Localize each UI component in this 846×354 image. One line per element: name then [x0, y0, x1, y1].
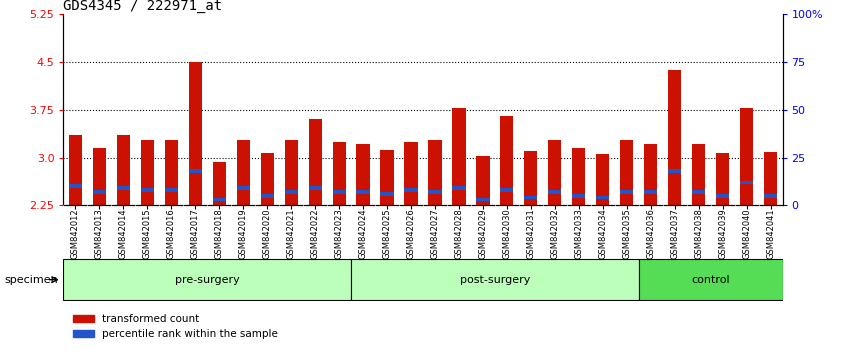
Bar — [692, 143, 706, 205]
Bar — [500, 116, 514, 205]
Text: pre-surgery: pre-surgery — [175, 275, 239, 285]
Bar — [69, 184, 82, 188]
Bar — [237, 140, 250, 205]
Text: GSM842017: GSM842017 — [191, 208, 200, 259]
Bar — [500, 188, 514, 192]
Text: GSM842019: GSM842019 — [239, 208, 248, 259]
Text: GSM842012: GSM842012 — [71, 208, 80, 259]
Text: post-surgery: post-surgery — [459, 275, 530, 285]
Bar — [404, 142, 418, 205]
Text: GSM842029: GSM842029 — [479, 208, 487, 259]
Bar — [740, 108, 753, 205]
Text: GSM842022: GSM842022 — [310, 208, 320, 259]
Text: GSM842040: GSM842040 — [742, 208, 751, 259]
Bar — [453, 108, 465, 205]
Text: GSM842035: GSM842035 — [623, 208, 631, 259]
Bar — [189, 62, 202, 205]
Text: GSM842036: GSM842036 — [646, 208, 655, 259]
Bar — [548, 140, 562, 205]
Bar — [404, 188, 418, 192]
FancyBboxPatch shape — [639, 259, 783, 300]
Text: GSM842016: GSM842016 — [167, 208, 176, 259]
Bar — [165, 140, 178, 205]
Text: GDS4345 / 222971_at: GDS4345 / 222971_at — [63, 0, 222, 13]
Text: control: control — [691, 275, 730, 285]
Text: GSM842026: GSM842026 — [407, 208, 415, 259]
Bar — [644, 143, 657, 205]
Bar — [764, 153, 777, 205]
Bar — [453, 186, 465, 190]
Text: GSM842020: GSM842020 — [263, 208, 272, 259]
Bar — [668, 169, 681, 173]
Bar — [572, 194, 585, 198]
Text: GSM842018: GSM842018 — [215, 208, 223, 259]
Bar — [548, 190, 562, 194]
Bar — [140, 140, 154, 205]
Text: GSM842024: GSM842024 — [359, 208, 367, 259]
Text: specimen: specimen — [4, 275, 58, 285]
Bar — [332, 190, 346, 194]
Bar — [309, 119, 321, 205]
Text: GSM842023: GSM842023 — [335, 208, 343, 259]
Text: GSM842021: GSM842021 — [287, 208, 295, 259]
Bar — [117, 186, 130, 190]
Text: GSM842015: GSM842015 — [143, 208, 151, 259]
Text: GSM842025: GSM842025 — [382, 208, 392, 259]
Bar — [668, 70, 681, 205]
Bar — [381, 192, 393, 196]
Bar — [212, 162, 226, 205]
Bar — [428, 190, 442, 194]
Bar — [620, 140, 634, 205]
Legend: transformed count, percentile rank within the sample: transformed count, percentile rank withi… — [69, 310, 282, 343]
Bar — [716, 153, 729, 205]
Bar — [596, 196, 609, 199]
Bar — [237, 186, 250, 190]
Text: GSM842028: GSM842028 — [454, 208, 464, 259]
Bar — [189, 169, 202, 173]
Bar — [165, 188, 178, 192]
Text: GSM842034: GSM842034 — [598, 208, 607, 259]
Bar — [740, 181, 753, 184]
Text: GSM842027: GSM842027 — [431, 208, 439, 259]
Text: GSM842014: GSM842014 — [119, 208, 128, 259]
Bar — [596, 154, 609, 205]
Bar — [93, 190, 106, 194]
Bar — [261, 194, 274, 198]
Bar — [93, 148, 106, 205]
Bar — [309, 186, 321, 190]
Bar — [356, 143, 370, 205]
Bar — [525, 196, 537, 199]
Text: GSM842039: GSM842039 — [718, 208, 727, 259]
Bar — [381, 150, 393, 205]
Bar — [261, 153, 274, 205]
Text: GSM842041: GSM842041 — [766, 208, 775, 259]
Bar — [764, 194, 777, 198]
Bar — [284, 140, 298, 205]
Bar — [644, 190, 657, 194]
Bar — [356, 190, 370, 194]
Text: GSM842037: GSM842037 — [670, 208, 679, 259]
Text: GSM842031: GSM842031 — [526, 208, 536, 259]
Text: GSM842038: GSM842038 — [695, 208, 703, 259]
Bar — [716, 194, 729, 198]
Text: GSM842013: GSM842013 — [95, 208, 104, 259]
Bar — [140, 188, 154, 192]
Bar — [525, 151, 537, 205]
Bar — [69, 135, 82, 205]
Bar — [476, 198, 490, 201]
Bar — [117, 135, 130, 205]
Bar — [212, 198, 226, 201]
Text: GSM842030: GSM842030 — [503, 208, 511, 259]
Bar — [428, 140, 442, 205]
FancyBboxPatch shape — [63, 259, 351, 300]
Bar — [476, 156, 490, 205]
Bar — [332, 142, 346, 205]
Bar — [572, 148, 585, 205]
Bar — [620, 190, 634, 194]
Bar — [692, 190, 706, 194]
FancyBboxPatch shape — [351, 259, 639, 300]
Text: GSM842033: GSM842033 — [574, 208, 583, 259]
Text: GSM842032: GSM842032 — [551, 208, 559, 259]
Bar — [284, 190, 298, 194]
